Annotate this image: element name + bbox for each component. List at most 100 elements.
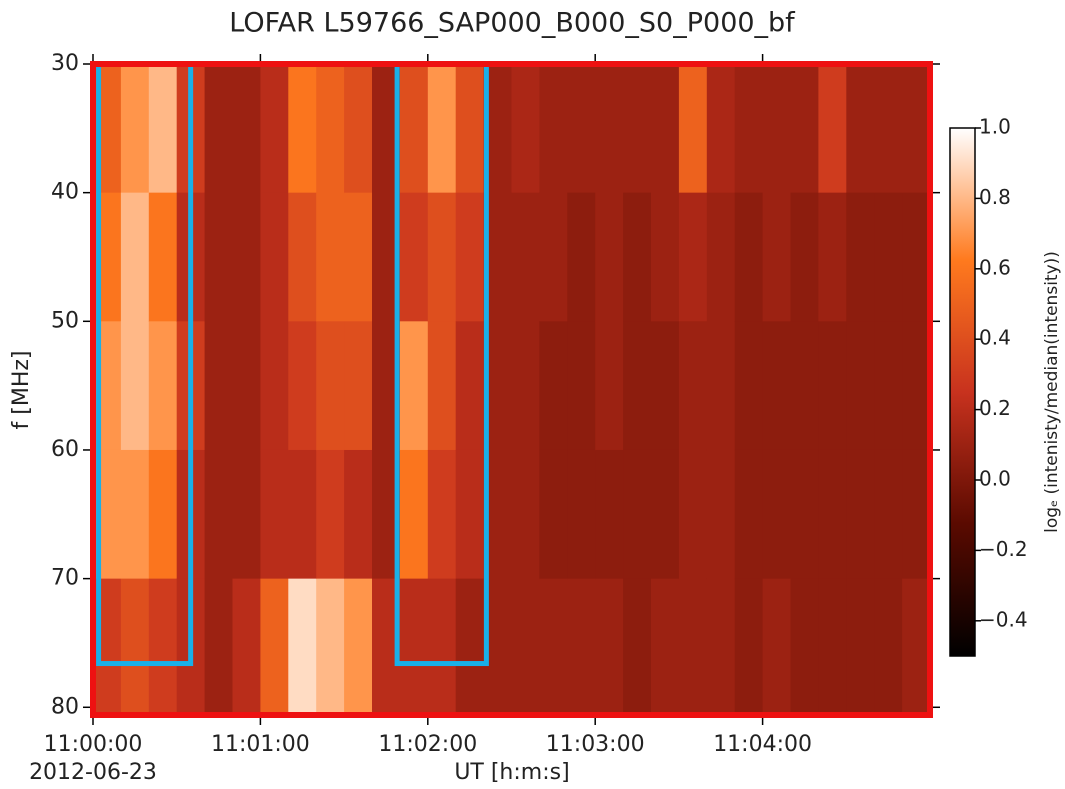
heatmap-cell (204, 578, 233, 715)
heatmap-cell (874, 449, 903, 580)
heatmap-cell (232, 321, 261, 451)
heatmap-cell (539, 578, 568, 715)
y-axis-label: f [MHz] (9, 351, 34, 430)
heatmap-cell (762, 64, 791, 194)
heatmap-cell (232, 578, 261, 715)
heatmap-cell (734, 449, 764, 580)
heatmap-cell (595, 192, 624, 322)
heatmap-cell (734, 64, 764, 194)
heatmap-cell (344, 321, 373, 451)
heatmap-cell (790, 64, 819, 194)
heatmap-cell (427, 578, 457, 715)
heatmap-cell (316, 578, 345, 715)
heatmap-cell (874, 64, 903, 194)
heatmap-cell (427, 449, 457, 580)
colorbar (949, 127, 976, 657)
heatmap-cell (260, 578, 289, 715)
heatmap-cell (567, 449, 596, 580)
heatmap-cell (790, 578, 819, 715)
colorbar-label: logₑ (intenisty/median(intensity)) (1042, 251, 1062, 533)
heatmap-cell (539, 64, 568, 194)
x-tick-label: 11:00:00 (44, 732, 143, 757)
heatmap-cell (846, 449, 875, 580)
heatmap-cell (623, 449, 652, 580)
y-tick-label: 40 (51, 180, 79, 205)
heatmap-cell (204, 449, 233, 580)
heatmap-cell (846, 64, 875, 194)
heatmap-cell (818, 321, 847, 451)
heatmap-cell (818, 578, 847, 715)
heatmap-cell (120, 192, 150, 322)
heatmap-cell (762, 192, 791, 322)
x-tick-label: 11:03:00 (546, 732, 645, 757)
heatmap-cell (204, 192, 233, 322)
heatmap-cell (734, 578, 764, 715)
heatmap-cell (260, 449, 289, 580)
heatmap-cell (399, 578, 429, 715)
x-tick-label: 11:02:00 (378, 732, 477, 757)
heatmap-cell (651, 321, 680, 451)
heatmap-cell (120, 321, 150, 451)
heatmap-cell (567, 578, 596, 715)
heatmap-cell (511, 64, 540, 194)
heatmap-cell (316, 321, 345, 451)
heatmap-cell (790, 449, 819, 580)
heatmap-cell (148, 192, 178, 322)
heatmap-cell (623, 321, 652, 451)
heatmap-cell (232, 192, 261, 322)
heatmap-cell (232, 449, 261, 580)
heatmap-cell (818, 64, 847, 194)
heatmap-cell (316, 449, 345, 580)
heatmap-cell (651, 192, 680, 322)
heatmap-cell (678, 192, 708, 322)
heatmap-cell (846, 578, 875, 715)
colorbar-tick-label: 0.2 (979, 396, 1011, 420)
heatmap-cell (734, 192, 764, 322)
heatmap-cell (455, 449, 485, 580)
x-axis-label: UT [h:m:s] (454, 760, 569, 785)
heatmap-cell (762, 578, 791, 715)
heatmap-cell (148, 321, 178, 451)
heatmap-cell (762, 449, 791, 580)
heatmap-cell (902, 578, 930, 715)
y-tick-label: 60 (51, 437, 79, 462)
heatmap-cell (344, 192, 373, 322)
heatmap-cell (260, 64, 289, 194)
heatmap-cell (539, 321, 568, 451)
colorbar-tick-label: 0.4 (979, 326, 1011, 350)
heatmap-cell (595, 578, 624, 715)
heatmap-cell (399, 449, 429, 580)
heatmap-cell (678, 578, 708, 715)
heatmap-cell (455, 64, 485, 194)
heatmap-cell (455, 578, 485, 715)
heatmap-cell (399, 64, 429, 194)
heatmap-cell (623, 192, 652, 322)
heatmap-cell (427, 64, 457, 194)
heatmap-cell (316, 64, 345, 194)
heatmap-cell (846, 192, 875, 322)
heatmap-cell (874, 578, 903, 715)
heatmap-cell (678, 321, 708, 451)
colorbar-tick-label: 0.6 (979, 255, 1011, 279)
heatmap-cell (288, 192, 317, 322)
colorbar-tick-label: −0.2 (979, 537, 1028, 561)
heatmap-cell (651, 578, 680, 715)
heatmap-cell (762, 321, 791, 451)
y-tick-label: 30 (51, 51, 79, 76)
heatmap-cell (678, 449, 708, 580)
heatmap-cell (288, 321, 317, 451)
heatmap-cell (623, 64, 652, 194)
colorbar-tick-label: 0.0 (979, 467, 1011, 491)
heatmap-cell (288, 64, 317, 194)
heatmap-cell (706, 321, 736, 451)
heatmap-cell (595, 64, 624, 194)
heatmap-cell (651, 449, 680, 580)
heatmap-cell (539, 449, 568, 580)
heatmap-cell (120, 64, 150, 194)
heatmap-cell (148, 64, 178, 194)
heatmap-cell (567, 321, 596, 451)
chart-title: LOFAR L59766_SAP000_B000_S0_P000_bf (229, 8, 796, 39)
heatmap-cell (260, 321, 289, 451)
heatmap-cell (706, 578, 736, 715)
